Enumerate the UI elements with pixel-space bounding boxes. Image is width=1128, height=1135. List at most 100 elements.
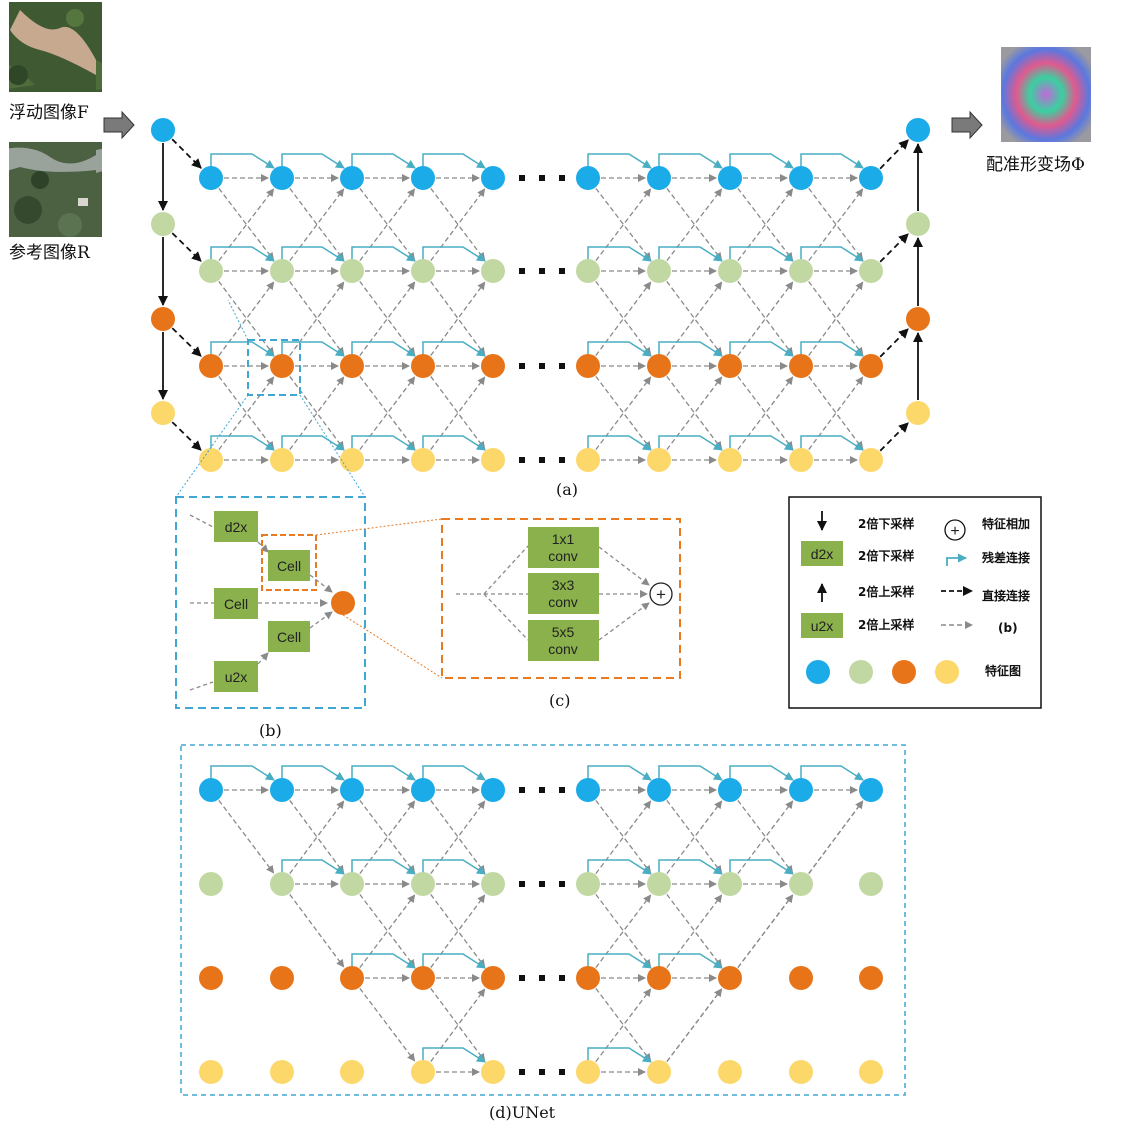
ellipsis-dot (559, 1069, 565, 1075)
legend-residual-text: 残差连接 (982, 550, 1030, 565)
feature-map-node (481, 448, 505, 472)
residual-connection-arrow (281, 435, 345, 454)
residual-connection-arrow (658, 953, 723, 972)
gray-connection-arrow (666, 894, 723, 969)
gray-connection-arrow (595, 894, 652, 969)
legend-node-green (849, 660, 873, 684)
gray-connection-arrow (666, 988, 723, 1063)
gray-connection-arrow (737, 281, 794, 356)
gray-connection-arrow (737, 800, 794, 875)
legend-node-yellow (935, 660, 959, 684)
conv1x1-line2: conv (548, 548, 578, 564)
unet-residual-connections (210, 765, 864, 1066)
ellipsis-dot (559, 787, 565, 793)
d2x-box-label: d2x (225, 519, 248, 535)
residual-connection-arrow (351, 246, 416, 265)
ellipsis-dot (519, 268, 525, 274)
gray-connection-arrow (359, 375, 416, 450)
residual-connection-arrow (281, 859, 345, 878)
feature-map-node (859, 966, 883, 990)
feature-map-node (906, 401, 930, 425)
input-arrow-icon (103, 110, 135, 140)
gray-connections (218, 174, 864, 464)
gray-connection-arrow (289, 800, 345, 874)
feature-map-node (789, 1060, 813, 1084)
ellipsis-dot (559, 457, 565, 463)
residual-connection-arrow (800, 246, 864, 265)
gray-connection-arrow (595, 987, 652, 1062)
gray-connection-arrow (359, 188, 416, 262)
residual-connection-arrow (658, 246, 723, 265)
residual-connection-arrow (658, 859, 723, 878)
caption-c: (c) (549, 691, 570, 710)
unet-feature-map-nodes (199, 778, 883, 1084)
d2x-box (214, 511, 258, 542)
gray-connection-arrow (359, 281, 416, 356)
ellipsis-dot (519, 787, 525, 793)
caption-d: (d)UNet (489, 1103, 556, 1122)
feature-map-node (718, 778, 742, 802)
gray-connection-arrow (218, 281, 275, 356)
gray-connection-arrow (737, 376, 794, 451)
zoom-line-orange-top (315, 518, 443, 536)
gray-connection-arrow (595, 281, 652, 356)
ellipsis-dots (519, 175, 565, 463)
gray-connection-arrow (430, 988, 486, 1062)
residual-connections (210, 153, 864, 454)
gray-connection-arrow (666, 799, 723, 874)
gray-connection-arrow (737, 188, 794, 262)
residual-connection-arrow (210, 435, 275, 454)
feature-map-node (340, 872, 364, 896)
gray-connection-arrow (595, 800, 652, 875)
legend-feature-text: 特征图 (985, 663, 1021, 678)
conv5x5-line2: conv (548, 641, 578, 657)
cell-box-orange-outline (261, 534, 317, 591)
gray-connection-arrow (359, 800, 416, 875)
feature-map-node (340, 778, 364, 802)
feature-map-node (859, 259, 883, 283)
gray-connection-arrow (430, 187, 486, 261)
reference-image-label: 参考图像R (9, 243, 91, 263)
legend-u2x-text: 2倍上采样 (858, 617, 914, 632)
ellipsis-dot (519, 1069, 525, 1075)
output-feature-node (331, 591, 355, 615)
residual-connection-arrow (210, 246, 275, 265)
feature-map-node (576, 259, 600, 283)
feature-map-node (481, 966, 505, 990)
residual-connection-arrow (658, 341, 723, 360)
feature-map-node (789, 872, 813, 896)
ellipsis-dot (539, 881, 545, 887)
gray-connection-arrow (289, 894, 345, 968)
residual-connection-arrow (587, 953, 652, 972)
feature-map-node (411, 354, 435, 378)
feature-map-node (789, 966, 813, 990)
residual-connection-arrow (800, 435, 864, 454)
feature-map-node (270, 966, 294, 990)
gray-connection-arrow (289, 187, 345, 261)
cell-box-bottom-label: Cell (277, 629, 301, 645)
gray-connection-arrow (666, 188, 723, 262)
feature-map-node (481, 354, 505, 378)
residual-connection-arrow (351, 153, 416, 172)
feature-map-node (270, 778, 294, 802)
conv1x1-line1: 1x1 (552, 531, 575, 547)
ellipsis-dot (559, 268, 565, 274)
feature-map-node (411, 259, 435, 283)
unet-panel-border (180, 744, 906, 1096)
residual-connection-arrow (281, 765, 345, 784)
feature-map-node (576, 448, 600, 472)
feature-map-node (151, 118, 175, 142)
feature-map-node (647, 354, 671, 378)
gray-connection-arrow (666, 376, 723, 451)
feature-map-node (199, 259, 223, 283)
direct-connection-arrow (879, 422, 909, 452)
gray-connection-arrow (289, 800, 345, 874)
gray-connection-arrow (595, 375, 652, 450)
gray-connection-arrow (218, 281, 275, 356)
gray-connection-arrow (289, 188, 345, 262)
feature-map-node (789, 354, 813, 378)
feature-map-node (481, 166, 505, 190)
floating-image (9, 2, 102, 92)
deformation-field-image (1001, 47, 1091, 142)
